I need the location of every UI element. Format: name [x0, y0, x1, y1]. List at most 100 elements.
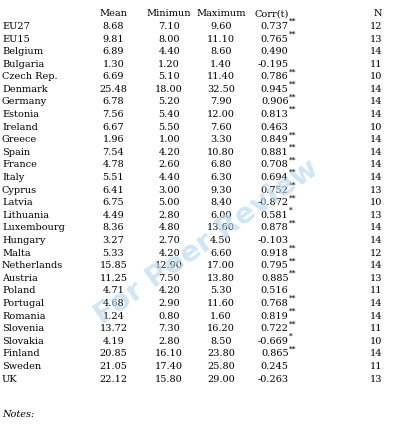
Text: -0.669: -0.669	[258, 337, 289, 346]
Text: **: **	[289, 131, 297, 139]
Text: 0.865: 0.865	[261, 349, 289, 358]
Text: UK: UK	[2, 374, 18, 384]
Text: **: **	[289, 169, 297, 177]
Text: 0.945: 0.945	[261, 85, 289, 94]
Text: 2.80: 2.80	[158, 211, 180, 220]
Text: 6.00: 6.00	[210, 211, 232, 220]
Text: 14: 14	[370, 110, 382, 119]
Text: Italy: Italy	[2, 173, 24, 182]
Text: 17.00: 17.00	[207, 261, 235, 270]
Text: 0.878: 0.878	[261, 223, 289, 232]
Text: 14: 14	[370, 261, 382, 270]
Text: 13.60: 13.60	[207, 223, 235, 232]
Text: 20.85: 20.85	[100, 349, 127, 358]
Text: Finland: Finland	[2, 349, 40, 358]
Text: 0.918: 0.918	[261, 248, 289, 258]
Text: 4.71: 4.71	[103, 287, 124, 296]
Text: 7.10: 7.10	[158, 22, 180, 31]
Text: **: **	[289, 156, 297, 165]
Text: 8.00: 8.00	[158, 34, 180, 44]
Text: 4.50: 4.50	[210, 236, 232, 245]
Text: 14: 14	[370, 223, 382, 232]
Text: 12: 12	[370, 248, 382, 258]
Text: Netherlands: Netherlands	[2, 261, 63, 270]
Text: 25.48: 25.48	[100, 85, 127, 94]
Text: 4.20: 4.20	[158, 148, 180, 157]
Text: 14: 14	[370, 312, 382, 321]
Text: **: **	[289, 81, 297, 89]
Text: 0.768: 0.768	[261, 299, 289, 308]
Text: Cyprus: Cyprus	[2, 186, 37, 195]
Text: 5.20: 5.20	[158, 98, 180, 106]
Text: 2.80: 2.80	[158, 337, 180, 346]
Text: 0.906: 0.906	[261, 98, 289, 106]
Text: 12.90: 12.90	[155, 261, 183, 270]
Text: 6.75: 6.75	[103, 198, 124, 207]
Text: 8.60: 8.60	[210, 47, 232, 56]
Text: 0.752: 0.752	[261, 186, 289, 195]
Text: Malta: Malta	[2, 248, 31, 258]
Text: 6.80: 6.80	[210, 160, 232, 170]
Text: 3.00: 3.00	[158, 186, 180, 195]
Text: 15.85: 15.85	[100, 261, 127, 270]
Text: 5.51: 5.51	[103, 173, 124, 182]
Text: Minimun: Minimun	[147, 9, 191, 18]
Text: Portugal: Portugal	[2, 299, 44, 308]
Text: 13: 13	[370, 274, 382, 283]
Text: For Peer Review: For Peer Review	[90, 154, 324, 329]
Text: 11: 11	[370, 324, 382, 333]
Text: Latvia: Latvia	[2, 198, 33, 207]
Text: 0.881: 0.881	[261, 148, 289, 157]
Text: *: *	[289, 333, 293, 341]
Text: 14: 14	[370, 148, 382, 157]
Text: Sweden: Sweden	[2, 362, 41, 371]
Text: 1.40: 1.40	[210, 60, 232, 69]
Text: 21.05: 21.05	[100, 362, 127, 371]
Text: 8.50: 8.50	[210, 337, 232, 346]
Text: 3.30: 3.30	[210, 135, 232, 144]
Text: Belgium: Belgium	[2, 47, 43, 56]
Text: 11: 11	[370, 60, 382, 69]
Text: 32.50: 32.50	[207, 85, 235, 94]
Text: 3.27: 3.27	[103, 236, 124, 245]
Text: 6.78: 6.78	[103, 98, 124, 106]
Text: 5.00: 5.00	[158, 198, 180, 207]
Text: 13: 13	[370, 374, 382, 384]
Text: 9.81: 9.81	[103, 34, 124, 44]
Text: 8.36: 8.36	[103, 223, 124, 232]
Text: -0.872: -0.872	[258, 198, 289, 207]
Text: 14: 14	[370, 236, 382, 245]
Text: Slovenia: Slovenia	[2, 324, 44, 333]
Text: 6.41: 6.41	[103, 186, 124, 195]
Text: 6.67: 6.67	[103, 123, 124, 132]
Text: Estonia: Estonia	[2, 110, 39, 119]
Text: 4.40: 4.40	[158, 173, 180, 182]
Text: Slovakia: Slovakia	[2, 337, 44, 346]
Text: **: **	[289, 320, 297, 328]
Text: 7.54: 7.54	[103, 148, 124, 157]
Text: 0.245: 0.245	[261, 362, 289, 371]
Text: **: **	[289, 194, 297, 202]
Text: 7.50: 7.50	[158, 274, 180, 283]
Text: 4.20: 4.20	[158, 287, 180, 296]
Text: 1.30: 1.30	[103, 60, 124, 69]
Text: Germany: Germany	[2, 98, 47, 106]
Text: 14: 14	[370, 47, 382, 56]
Text: 6.30: 6.30	[210, 173, 232, 182]
Text: 4.20: 4.20	[158, 248, 180, 258]
Text: **: **	[289, 295, 297, 303]
Text: 4.78: 4.78	[103, 160, 124, 170]
Text: 13: 13	[370, 34, 382, 44]
Text: 10.80: 10.80	[207, 148, 235, 157]
Text: 5.10: 5.10	[158, 73, 180, 81]
Text: 16.10: 16.10	[155, 349, 183, 358]
Text: 7.30: 7.30	[158, 324, 180, 333]
Text: 4.49: 4.49	[103, 211, 124, 220]
Text: **: **	[289, 219, 297, 227]
Text: 12: 12	[370, 22, 382, 31]
Text: 18.00: 18.00	[155, 85, 183, 94]
Text: EU15: EU15	[2, 34, 30, 44]
Text: 5.50: 5.50	[158, 123, 180, 132]
Text: Czech Rep.: Czech Rep.	[2, 73, 58, 81]
Text: Poland: Poland	[2, 287, 35, 296]
